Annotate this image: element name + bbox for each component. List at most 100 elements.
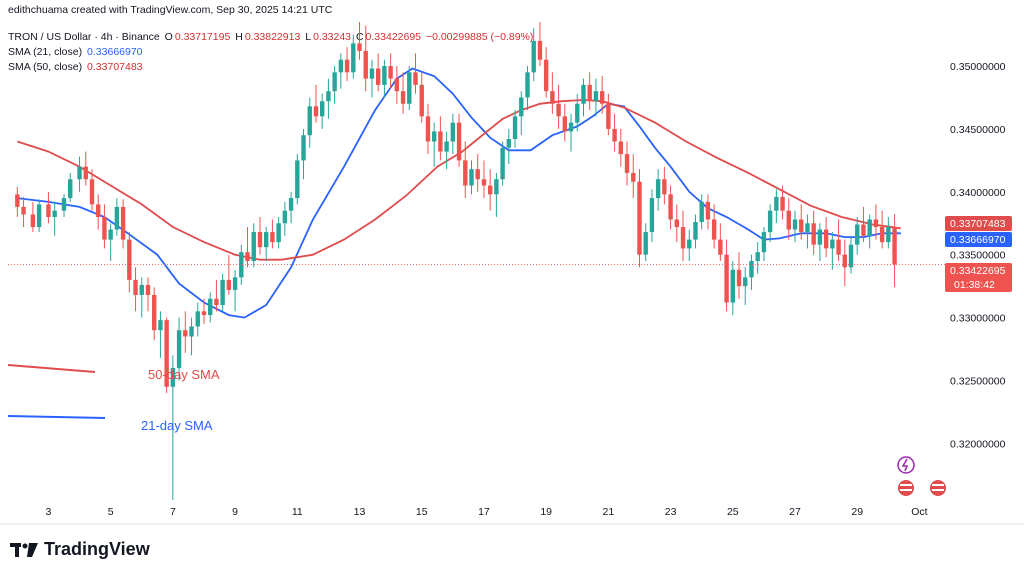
candle[interactable] [705,194,711,230]
candle[interactable] [257,216,263,255]
candle[interactable] [301,128,306,180]
candle[interactable] [842,239,847,287]
candle[interactable] [506,128,512,165]
candle[interactable] [438,116,443,161]
candle[interactable] [643,223,648,261]
candle[interactable] [21,196,26,228]
candle[interactable] [326,78,331,119]
candle[interactable] [89,169,95,211]
candle[interactable] [711,204,717,249]
symbol-title[interactable]: TRON / US Dollar · 4h · Binance [8,31,160,43]
candle[interactable] [823,216,829,258]
candle[interactable] [755,242,760,274]
candle[interactable] [892,214,897,288]
candle[interactable] [612,113,617,152]
candle[interactable] [805,214,810,249]
candle[interactable] [562,103,568,142]
sma50-legend[interactable]: SMA (50, close) 0.33707483 [8,61,145,73]
candle[interactable] [83,151,88,186]
candle[interactable] [133,267,138,312]
candle[interactable] [282,201,288,236]
candle[interactable] [201,298,207,324]
candle[interactable] [251,223,256,268]
candle[interactable] [861,206,866,243]
candle[interactable] [799,204,804,240]
candle[interactable] [176,317,182,381]
candle[interactable] [220,273,225,312]
candle[interactable] [531,28,536,82]
candle[interactable] [792,210,798,243]
candle[interactable] [668,185,673,230]
candle[interactable] [655,169,661,211]
sma21-legend[interactable]: SMA (21, close) 0.33666970 [8,46,145,58]
candle[interactable] [139,277,144,318]
candle[interactable] [811,210,816,255]
candle[interactable] [873,204,879,240]
candle[interactable] [718,223,723,261]
candle[interactable] [158,311,163,358]
candle[interactable] [68,172,73,202]
candle[interactable] [170,355,176,500]
candle[interactable] [475,154,480,192]
candle[interactable] [52,201,57,236]
candle[interactable] [319,93,325,129]
candle[interactable] [543,47,549,98]
candle[interactable] [537,22,543,67]
candle[interactable] [232,269,238,312]
candle[interactable] [444,131,449,170]
candle[interactable] [382,59,387,98]
candle[interactable] [463,141,468,199]
candle[interactable] [575,93,580,132]
candle[interactable] [145,277,151,312]
candle[interactable] [388,53,393,89]
candle[interactable] [313,84,319,123]
sma21-line[interactable] [17,67,901,319]
candle[interactable] [649,189,655,243]
candle[interactable] [556,84,561,129]
candle[interactable] [550,72,555,114]
candle[interactable] [332,66,337,104]
candle[interactable] [425,103,431,155]
candle[interactable] [730,261,736,316]
candle[interactable] [780,185,785,220]
candle[interactable] [351,34,356,79]
candle[interactable] [120,199,126,249]
candle[interactable] [363,25,368,92]
candle[interactable] [830,232,835,270]
candle[interactable] [189,317,194,356]
candle[interactable] [214,279,219,312]
candle[interactable] [207,292,213,323]
candle[interactable] [767,204,773,243]
candle[interactable] [102,204,107,249]
candle[interactable] [817,223,823,261]
candle[interactable] [637,169,642,268]
candle[interactable] [96,194,101,230]
candle[interactable] [226,254,232,295]
candle[interactable] [749,254,754,290]
candle[interactable] [338,53,344,89]
candle[interactable] [77,156,82,192]
candle[interactable] [687,229,692,261]
candle[interactable] [581,78,586,117]
candle[interactable] [114,198,120,236]
candle[interactable] [152,287,157,341]
candle[interactable] [15,186,20,217]
candle[interactable] [183,311,188,353]
candle[interactable] [288,191,294,224]
candle[interactable] [587,72,592,111]
candle[interactable] [276,216,281,249]
candle[interactable] [307,97,312,148]
candle[interactable] [413,53,418,94]
candle[interactable] [456,113,462,167]
candle[interactable] [879,210,885,249]
candle[interactable] [786,198,791,240]
candle[interactable] [500,141,505,186]
candle[interactable] [724,239,729,312]
candle[interactable] [662,166,667,205]
candle[interactable] [239,244,244,285]
candle[interactable] [61,194,67,217]
candle[interactable] [164,317,169,394]
candle[interactable] [743,267,748,306]
candle[interactable] [270,219,275,249]
candle[interactable] [30,201,36,233]
